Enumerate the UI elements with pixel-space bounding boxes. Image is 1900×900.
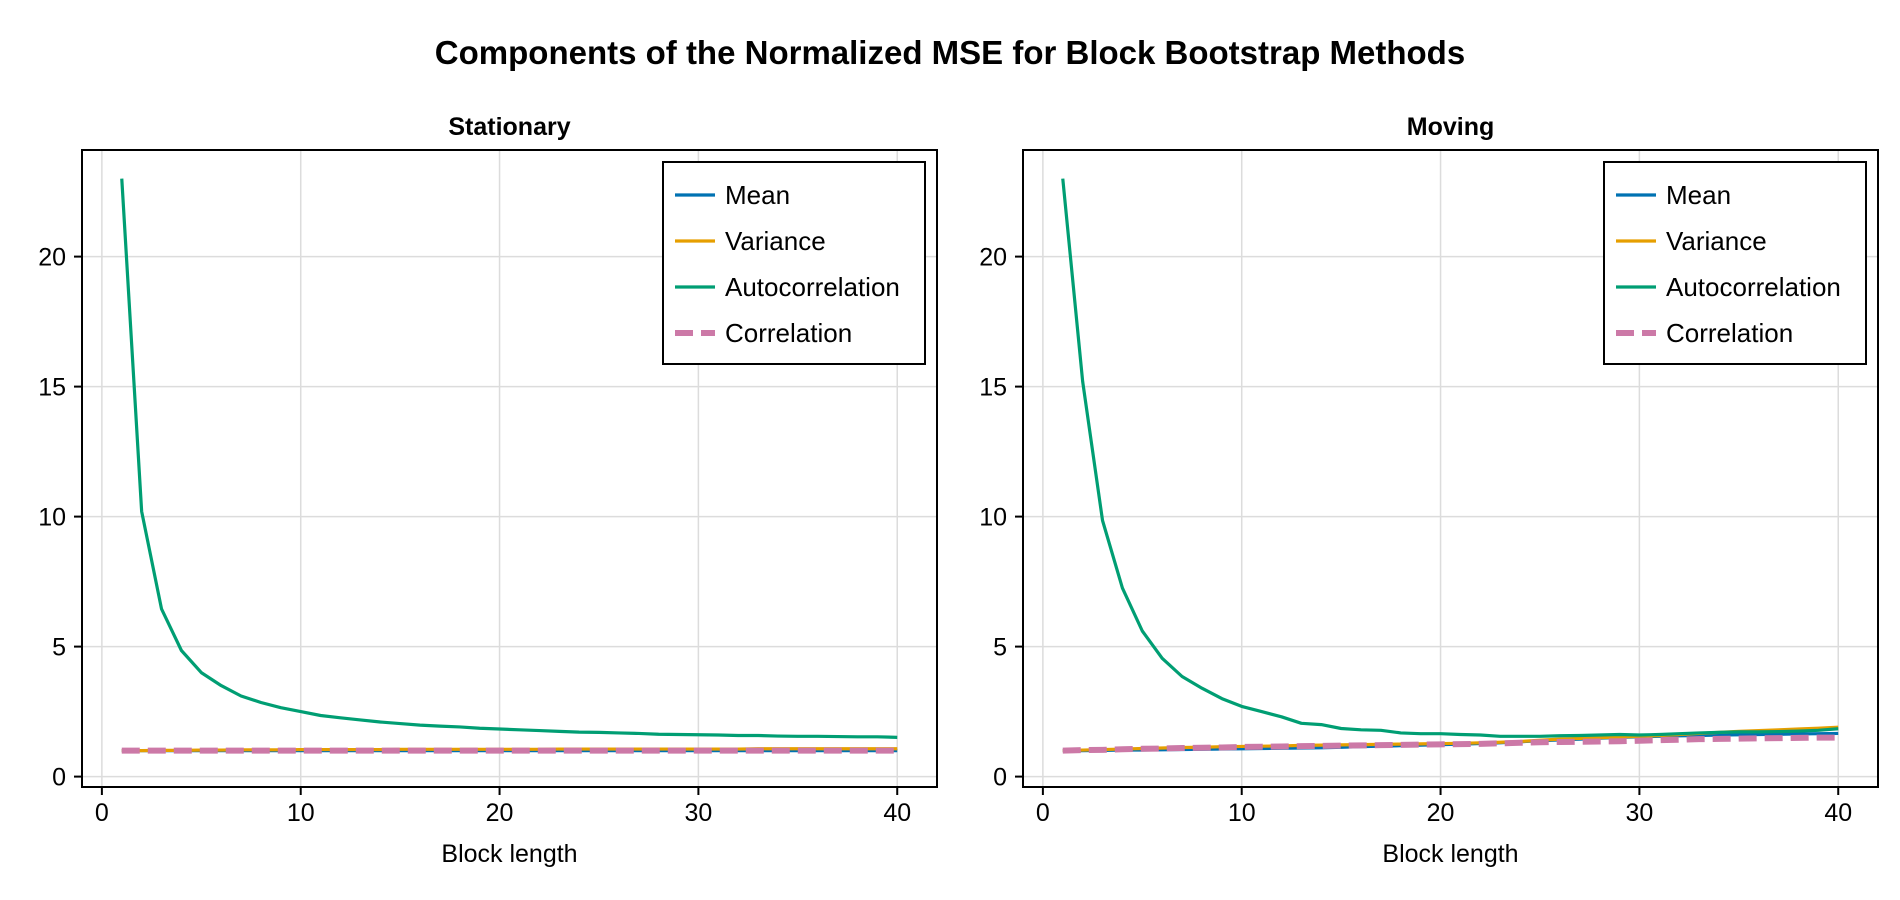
x-tick-label: 10: [1228, 799, 1256, 827]
x-tick-label: 10: [287, 799, 315, 827]
legend-label: Correlation: [1666, 318, 1793, 348]
legend-label: Variance: [725, 226, 826, 256]
y-tick-label: 15: [979, 374, 1007, 402]
chart-panel-1: Moving 0 10 20 30 40 0 5 10 15 20 Block length Mean V…: [979, 113, 1879, 868]
panel-title: Moving: [1407, 113, 1495, 141]
x-tick-label: 20: [486, 799, 514, 827]
x-axis-label: Block length: [1382, 840, 1518, 868]
y-tick-label: 15: [38, 374, 66, 402]
x-tick-label: 30: [1625, 799, 1653, 827]
series-line-variance: [121, 747, 898, 753]
x-tick-label: 20: [1427, 799, 1455, 827]
x-tick-label: 0: [95, 799, 109, 827]
legend-label: Mean: [725, 180, 790, 210]
x-tick-label: 40: [1824, 799, 1852, 827]
x-tick-label: 40: [883, 799, 911, 827]
y-tick-label: 10: [979, 504, 1007, 532]
legend-label: Variance: [1666, 226, 1767, 256]
series-line-autocorrelation: [120, 178, 898, 739]
chart-panel-0: Stationary 0 10 20 30 40 0 5 10 15 20 Block length M…: [38, 113, 938, 868]
y-tick-label: 0: [993, 764, 1007, 792]
y-tick-label: 10: [38, 504, 66, 532]
x-tick-label: 30: [684, 799, 712, 827]
y-tick-label: 20: [38, 244, 66, 272]
legend-label: Autocorrelation: [725, 272, 900, 302]
y-tick-label: 5: [993, 634, 1007, 662]
x-axis-label: Block length: [441, 840, 577, 868]
legend: Mean Variance Autocorrelation Correlation: [662, 161, 926, 365]
figure-title: Components of the Normalized MSE for Blo…: [435, 34, 1465, 71]
legend-label: Mean: [1666, 180, 1731, 210]
legend: Mean Variance Autocorrelation Correlation: [1603, 161, 1867, 365]
plot-frame: [1022, 149, 1879, 788]
series-line-autocorrelation: [1061, 178, 1839, 738]
legend-label: Correlation: [725, 318, 852, 348]
y-tick-label: 0: [52, 764, 66, 792]
x-tick-label: 0: [1036, 799, 1050, 827]
y-tick-label: 5: [52, 634, 66, 662]
panel-title: Stationary: [448, 113, 570, 141]
plot-frame: [81, 149, 938, 788]
legend-label: Autocorrelation: [1666, 272, 1841, 302]
y-tick-label: 20: [979, 244, 1007, 272]
